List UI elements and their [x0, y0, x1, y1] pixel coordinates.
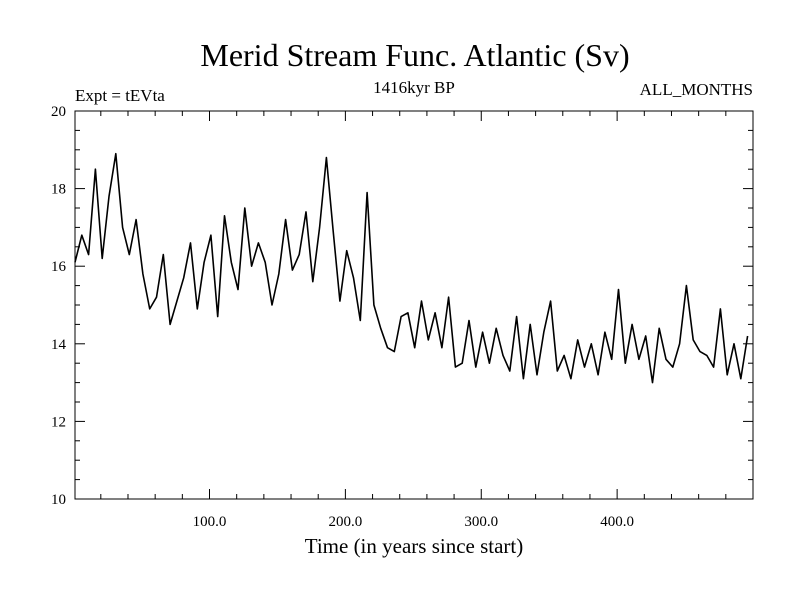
x-tick-label: 200.0: [329, 514, 363, 530]
y-tick-label: 10: [51, 492, 66, 508]
x-axis: 100.0 200.0 300.0 400.0: [100, 111, 727, 530]
plot-frame: [74, 110, 754, 500]
series-line: [74, 152, 749, 384]
y-tick-label: 18: [51, 182, 66, 198]
series-layer: [74, 152, 749, 384]
y-tick-label: 16: [51, 259, 67, 275]
subtitle-center: 1416kyr BP: [373, 78, 455, 97]
chart-title: Merid Stream Func. Atlantic (Sv): [200, 37, 629, 73]
subtitle-left: Expt = tEVta: [75, 86, 165, 105]
x-tick-label: 400.0: [600, 514, 634, 530]
subtitle-right: ALL_MONTHS: [640, 80, 753, 99]
y-tick-label: 12: [51, 414, 66, 430]
x-tick-label: 100.0: [193, 514, 227, 530]
x-tick-label: 300.0: [464, 514, 498, 530]
y-tick-label: 14: [51, 337, 67, 353]
y-axis: 10 12 14 16 18 20: [51, 104, 753, 508]
y-tick-label: 20: [51, 104, 66, 120]
x-axis-label: Time (in years since start): [305, 534, 524, 558]
